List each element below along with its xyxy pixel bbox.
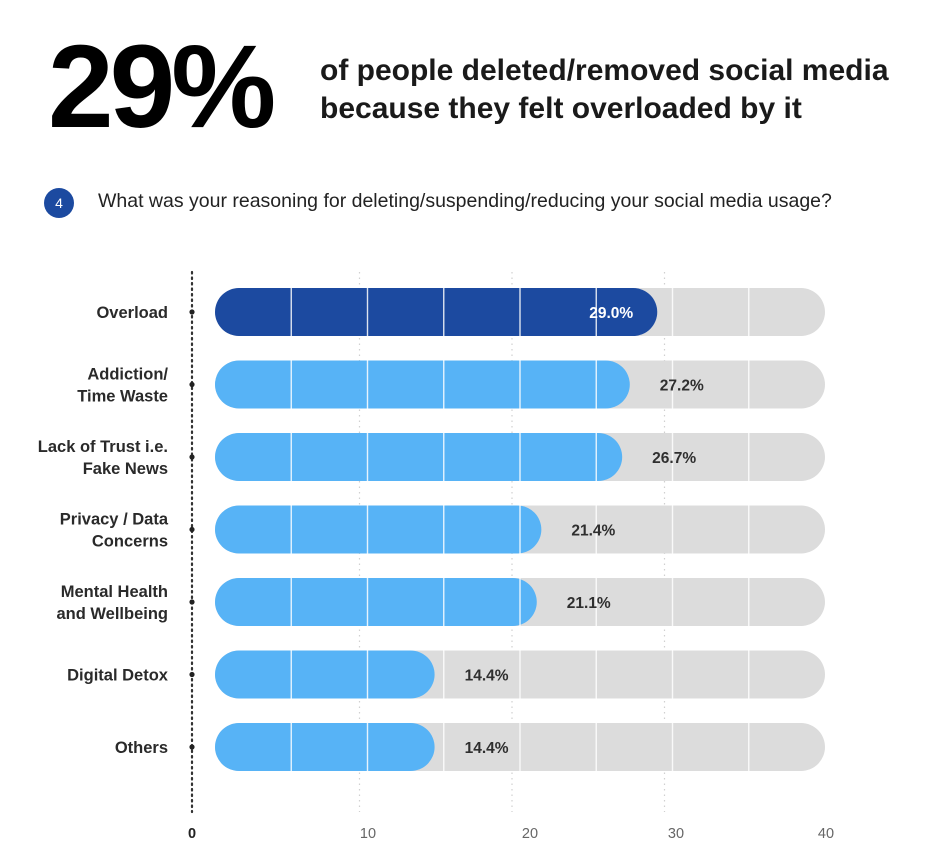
headline: 29% of people deleted/removed social med… [48, 22, 918, 152]
value-label: 21.1% [567, 595, 611, 612]
headline-text-line1: of people deleted/removed social media [320, 54, 889, 87]
headline-text-line2: because they felt overloaded by it [320, 92, 802, 125]
category-label: Others [115, 739, 168, 757]
category-label: and Wellbeing [56, 605, 168, 623]
x-tick-label: 0 [188, 826, 196, 842]
question-text: What was your reasoning for deleting/sus… [98, 190, 832, 212]
category-label: Concerns [92, 533, 168, 551]
category-label: Addiction/ [87, 366, 168, 384]
value-label: 21.4% [571, 523, 615, 540]
question: 4 What was your reasoning for deleting/s… [44, 186, 924, 218]
bar [215, 360, 630, 409]
axis-tick-dot [189, 744, 195, 750]
category-label: Digital Detox [67, 667, 169, 685]
axis-tick-dot [189, 454, 195, 460]
x-tick-label: 30 [668, 826, 684, 842]
category-label: Overload [96, 304, 168, 322]
question-number-badge: 4 [44, 188, 74, 218]
x-tick-label: 40 [818, 826, 834, 842]
category-label: Lack of Trust i.e. [38, 438, 168, 456]
axis-tick-dot [189, 381, 195, 388]
category-label: Privacy / Data [60, 511, 169, 529]
axis-tick-dot [189, 526, 195, 533]
bar [215, 650, 435, 699]
bar [215, 723, 435, 771]
value-label: 27.2% [660, 378, 704, 395]
axis-tick-dot [189, 599, 195, 605]
value-label: 29.0% [589, 305, 633, 322]
bar [215, 505, 542, 554]
category-label: Fake News [83, 460, 168, 478]
headline-stat: 29% [48, 21, 276, 153]
bar-chart: Overload 29.0% Addiction/Time Waste 27.2% La… [38, 270, 834, 842]
x-tick-label: 10 [360, 826, 376, 842]
value-label: 26.7% [652, 450, 696, 467]
value-label: 14.4% [465, 740, 509, 757]
x-tick-label: 20 [522, 826, 538, 842]
bar [215, 288, 658, 336]
category-label: Time Waste [77, 388, 168, 406]
headline-text: of people deleted/removed social media b… [320, 52, 920, 128]
bar [215, 578, 537, 626]
axis-tick-dot [189, 671, 195, 678]
value-label: 14.4% [465, 668, 509, 685]
axis-tick-dot [189, 309, 195, 315]
bar [215, 433, 623, 481]
category-label: Mental Health [61, 583, 168, 601]
